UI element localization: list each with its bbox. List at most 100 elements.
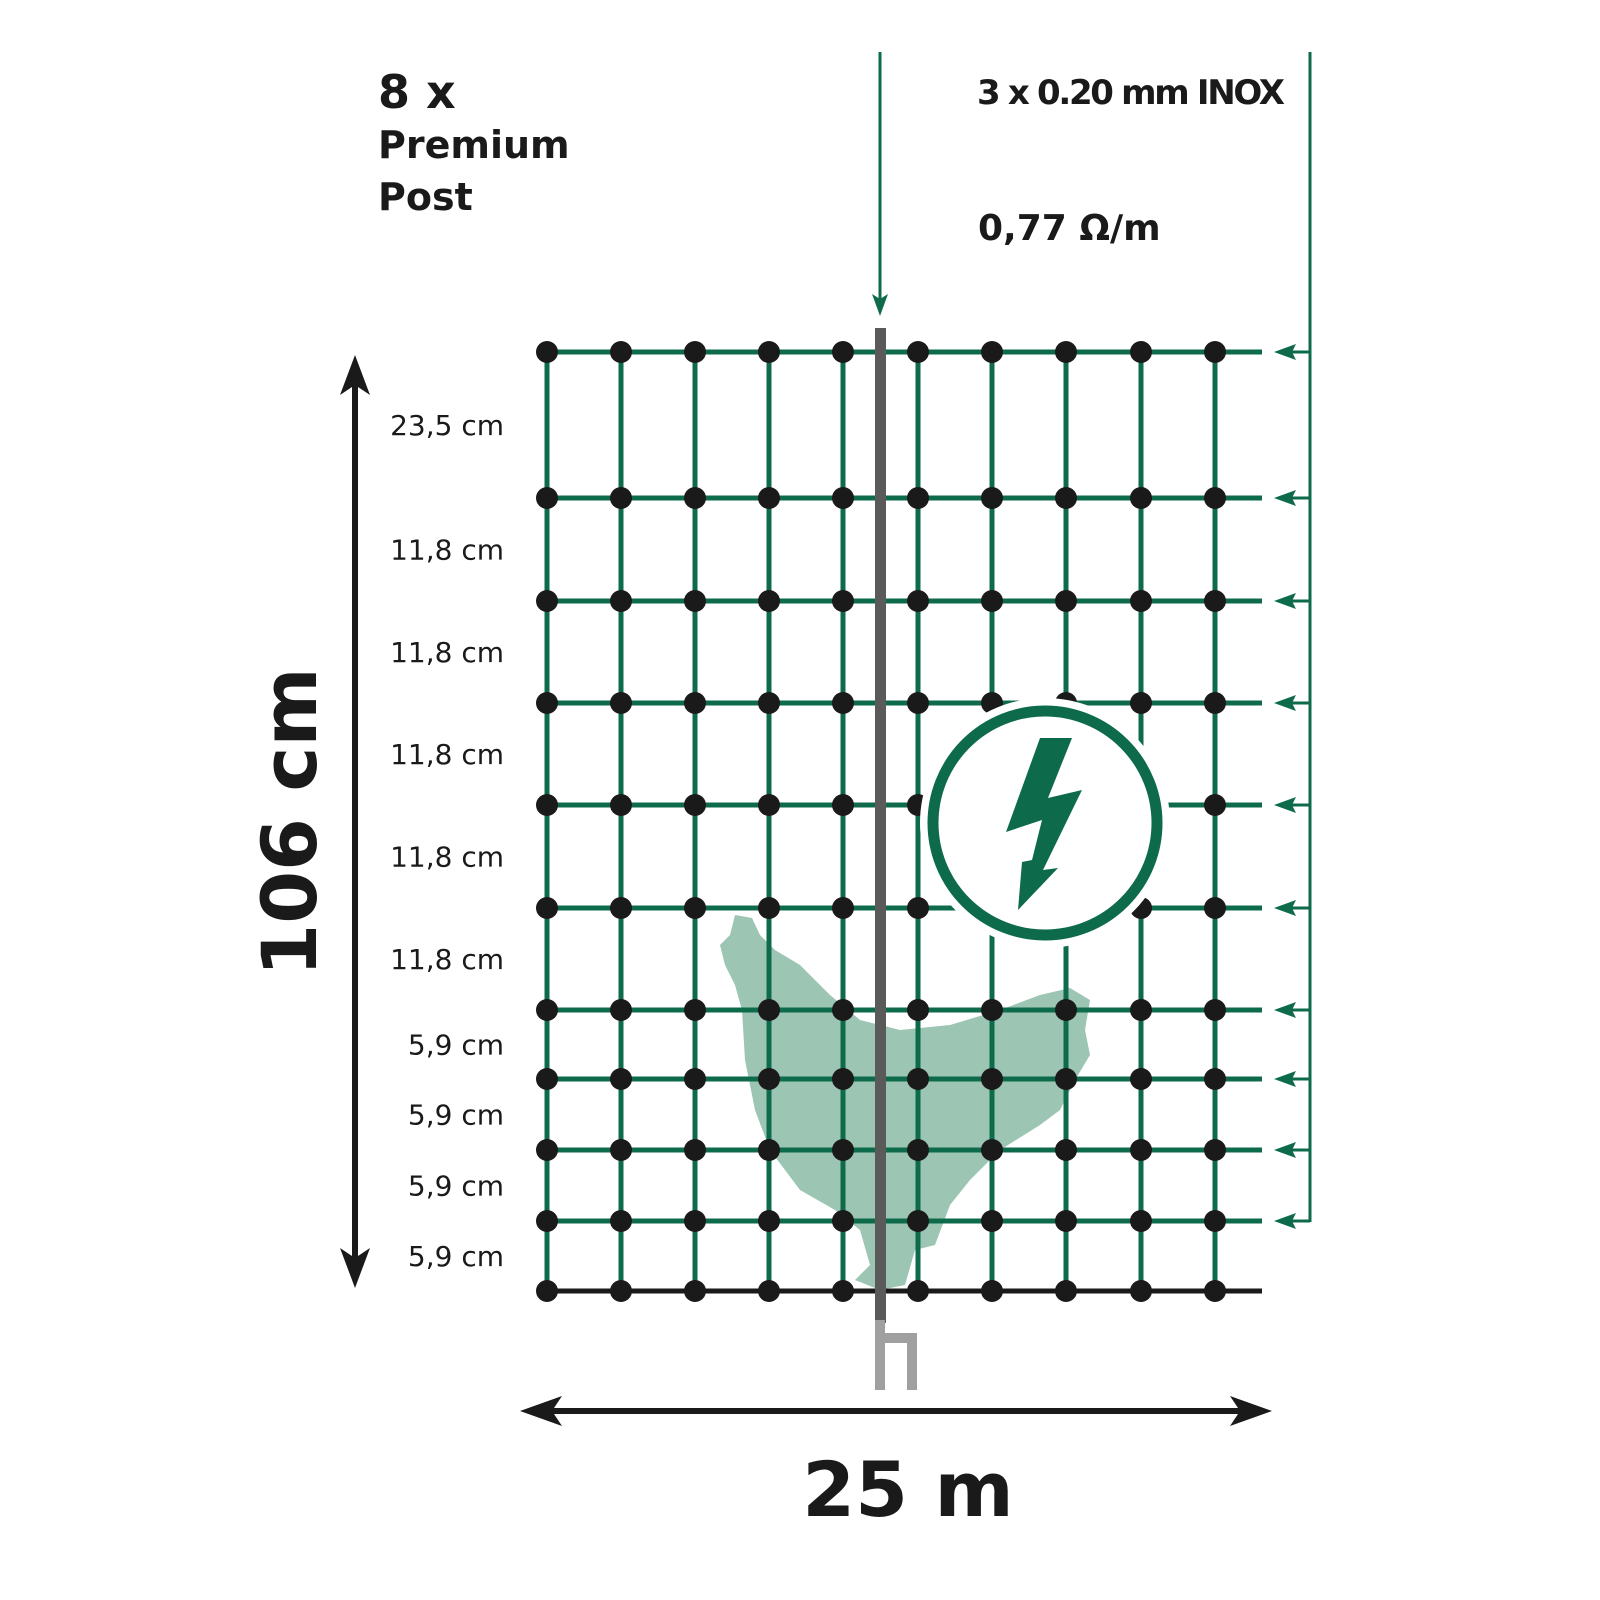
knot bbox=[758, 999, 780, 1021]
conductor-arrow-head bbox=[1274, 593, 1296, 609]
wire-spec: 3 x 0.20 mm INOX bbox=[977, 73, 1285, 113]
post-count: 8 x bbox=[378, 65, 456, 119]
knot bbox=[832, 897, 854, 919]
knot bbox=[536, 1210, 558, 1232]
knot bbox=[536, 1139, 558, 1161]
knot bbox=[1204, 590, 1226, 612]
knot bbox=[684, 999, 706, 1021]
knot bbox=[832, 487, 854, 509]
knot bbox=[907, 1210, 929, 1232]
knot bbox=[832, 1139, 854, 1161]
knot bbox=[907, 1280, 929, 1302]
knot bbox=[758, 1210, 780, 1232]
knot bbox=[907, 1068, 929, 1090]
conductor-arrow-head bbox=[1274, 1071, 1296, 1087]
spacing-label: 5,9 cm bbox=[408, 1029, 504, 1062]
conductor-arrow-head bbox=[1274, 900, 1296, 916]
knot bbox=[1130, 1139, 1152, 1161]
knot bbox=[536, 897, 558, 919]
post-spike bbox=[875, 1320, 917, 1390]
knot bbox=[1130, 341, 1152, 363]
knot bbox=[832, 999, 854, 1021]
knot bbox=[610, 341, 632, 363]
knot bbox=[832, 794, 854, 816]
length-label: 25 m bbox=[802, 1445, 1013, 1534]
knot bbox=[684, 341, 706, 363]
knot bbox=[1055, 1280, 1077, 1302]
knot bbox=[981, 1139, 1003, 1161]
knot bbox=[981, 1068, 1003, 1090]
spacing-label: 23,5 cm bbox=[390, 409, 504, 442]
arrow-head-right bbox=[1230, 1396, 1272, 1426]
knot bbox=[758, 1139, 780, 1161]
knot bbox=[1204, 1139, 1226, 1161]
knot bbox=[832, 1210, 854, 1232]
knot bbox=[758, 1068, 780, 1090]
knot bbox=[536, 999, 558, 1021]
knot bbox=[907, 1139, 929, 1161]
knot bbox=[610, 794, 632, 816]
knot bbox=[832, 341, 854, 363]
chicken-silhouette bbox=[720, 915, 1090, 1290]
knot bbox=[610, 1280, 632, 1302]
knot bbox=[684, 692, 706, 714]
spacing-label: 5,9 cm bbox=[408, 1170, 504, 1203]
knot bbox=[1204, 999, 1226, 1021]
knot bbox=[684, 897, 706, 919]
knot bbox=[684, 1210, 706, 1232]
knot bbox=[684, 1280, 706, 1302]
knot bbox=[1130, 487, 1152, 509]
knot bbox=[1204, 1068, 1226, 1090]
knot bbox=[536, 341, 558, 363]
knot bbox=[1130, 1210, 1152, 1232]
knot bbox=[981, 1280, 1003, 1302]
knot bbox=[610, 487, 632, 509]
knot bbox=[684, 1068, 706, 1090]
knot bbox=[758, 1280, 780, 1302]
knot bbox=[1055, 1139, 1077, 1161]
post-type-line1: Premium bbox=[378, 123, 570, 167]
knot bbox=[907, 590, 929, 612]
knot bbox=[832, 1068, 854, 1090]
conductor-arrow-head bbox=[1274, 1142, 1296, 1158]
knot bbox=[1055, 341, 1077, 363]
spacing-label: 11,8 cm bbox=[390, 738, 504, 771]
knot bbox=[1130, 590, 1152, 612]
knot bbox=[981, 1210, 1003, 1232]
knot bbox=[1204, 1280, 1226, 1302]
knot bbox=[684, 794, 706, 816]
knot bbox=[758, 897, 780, 919]
knot bbox=[1055, 487, 1077, 509]
knot bbox=[981, 999, 1003, 1021]
spacing-label: 11,8 cm bbox=[390, 943, 504, 976]
knot bbox=[758, 794, 780, 816]
knot bbox=[981, 590, 1003, 612]
knot bbox=[536, 1068, 558, 1090]
knot bbox=[1204, 1210, 1226, 1232]
knot bbox=[610, 999, 632, 1021]
knot bbox=[832, 590, 854, 612]
knot bbox=[907, 999, 929, 1021]
lightning-bolt bbox=[1006, 738, 1082, 910]
spacing-label: 11,8 cm bbox=[390, 534, 504, 567]
knot bbox=[1055, 999, 1077, 1021]
knot bbox=[1204, 897, 1226, 919]
knot bbox=[832, 1280, 854, 1302]
knot bbox=[1204, 692, 1226, 714]
knot bbox=[610, 692, 632, 714]
knot bbox=[907, 692, 929, 714]
knot bbox=[981, 341, 1003, 363]
knot bbox=[1130, 999, 1152, 1021]
knot bbox=[536, 1280, 558, 1302]
knot bbox=[1204, 794, 1226, 816]
knot bbox=[758, 692, 780, 714]
arrow-head-left bbox=[520, 1396, 562, 1426]
post-pointer-head bbox=[872, 294, 888, 316]
knot bbox=[907, 341, 929, 363]
knot bbox=[610, 897, 632, 919]
knot bbox=[684, 1139, 706, 1161]
conductor-arrow-head bbox=[1274, 797, 1296, 813]
knot bbox=[1055, 1068, 1077, 1090]
knot bbox=[1130, 1068, 1152, 1090]
knot bbox=[907, 897, 929, 919]
